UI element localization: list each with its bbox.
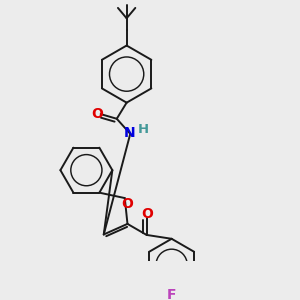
Text: O: O: [141, 207, 153, 221]
Text: O: O: [92, 106, 104, 121]
Text: N: N: [124, 126, 136, 140]
Text: F: F: [167, 288, 176, 300]
Text: H: H: [138, 123, 149, 136]
Text: O: O: [121, 197, 133, 211]
